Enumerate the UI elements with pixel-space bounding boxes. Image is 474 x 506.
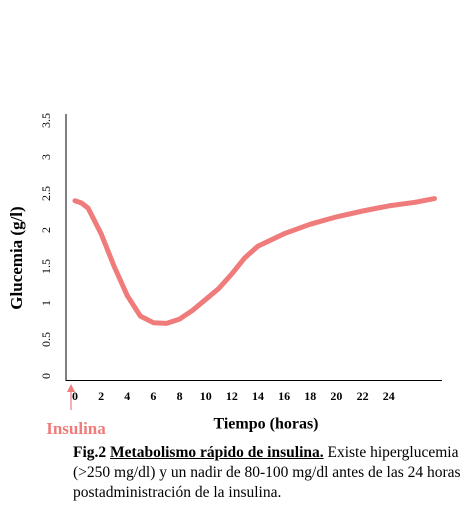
x-tick-label: 8 [177,389,183,403]
x-tick-label: 2 [98,389,104,403]
x-tick-label: 10 [200,389,212,403]
annotation: Insulina [46,419,106,438]
x-axis-label: Tiempo (horas) [213,416,318,433]
line [72,196,437,326]
y-tick-label: 3 [39,154,53,160]
caption-title: Metabolismo rápido de insulina. [110,444,324,461]
x-tick-label: 22 [357,389,369,403]
y-tick-label: 2.5 [39,186,53,201]
x-tick-label: 16 [278,389,290,403]
x-tick-label: 6 [150,389,156,403]
y-axis-label: Glucemia (g/l) [7,206,26,309]
x-tick-label: 12 [226,389,238,403]
y-tick-label: 2 [39,227,53,233]
caption: Fig.2 Metabolismo rápido de insulina. Ex… [73,443,463,503]
y-tick-label: 0.5 [39,332,53,347]
x-tick-label: 0 [72,389,78,403]
caption-label: Fig.2 [73,444,107,461]
arrow-head [67,384,75,392]
y-tick-label: 0 [39,373,53,379]
x-tick-label: 20 [330,389,342,403]
caption-text: Existe hiperglucemia (>250 mg/dl) y un n… [73,444,461,501]
x-tick-label: 4 [124,389,130,403]
chart: Glucemia (g/l) Tiempo (horas) Insulina 0… [7,113,442,438]
y-tick-label: 1 [39,300,53,306]
x-tick-label: 18 [304,389,316,403]
y-tick-label: 3.5 [39,113,53,128]
x-tick-label: 14 [252,389,264,403]
y-tick-label: 1.5 [39,259,53,274]
x-tick-label: 24 [383,389,395,403]
